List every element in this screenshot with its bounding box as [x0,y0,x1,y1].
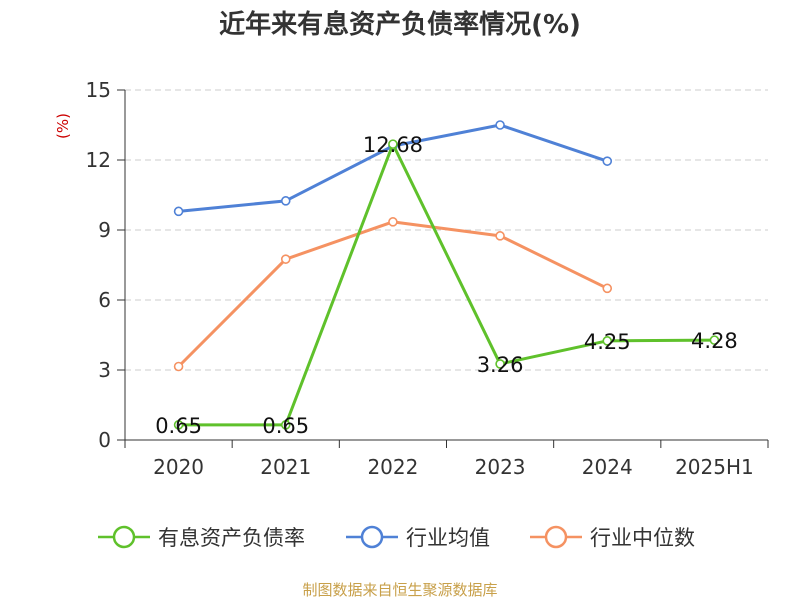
data-point[interactable] [495,359,505,369]
legend[interactable]: 有息资产负债率 行业均值 行业中位数 [98,525,695,550]
y-tick-label: 15 [86,78,111,102]
data-point[interactable] [602,156,613,166]
data-label: 0.65 [155,414,202,438]
source-note: 制图数据来自恒生聚源数据库 [302,581,497,599]
data-labels: 0.65 0.65 12.68 3.26 4.25 4.28 [155,133,738,438]
data-point[interactable] [602,283,613,294]
x-tick-label: 2023 [475,455,526,479]
y-axis-unit: (%) [54,113,72,139]
legend-label: 行业均值 [406,526,490,550]
data-point[interactable] [280,196,291,206]
data-label: 3.26 [477,353,524,377]
data-point[interactable] [709,335,720,345]
axes: 0 3 6 9 12 15 2020 2021 2022 2023 2024 2025H1 [86,78,769,479]
y-tick-label: 12 [86,148,111,172]
data-label: 12.68 [363,133,423,157]
x-tick-label: 2025H1 [675,455,754,479]
data-point[interactable] [280,420,291,430]
data-label: 0.65 [262,414,309,438]
y-tick-label: 0 [98,428,111,452]
data-point[interactable] [388,139,398,149]
x-tick-label: 2024 [582,455,633,479]
x-tick-label: 2020 [153,455,204,479]
chart-title: 近年来有息资产负债率情况(%) [219,9,581,40]
data-point[interactable] [280,254,291,264]
data-point[interactable] [495,231,505,241]
data-point[interactable] [495,120,505,130]
series-0 [173,139,720,430]
data-point[interactable] [173,206,184,217]
legend-label: 有息资产负债率 [158,526,305,550]
data-point[interactable] [173,420,184,430]
data-label: 4.25 [584,330,631,354]
x-tick-label: 2021 [260,455,311,479]
series-line [177,220,608,368]
legend-marker-icon [360,525,384,549]
legend-label: 行业中位数 [590,526,695,550]
data-point[interactable] [602,336,613,346]
data-label: 4.28 [691,329,738,353]
data-point[interactable] [173,361,184,372]
series-2 [173,217,613,372]
legend-item[interactable]: 行业中位数 [530,525,695,550]
x-tick-label: 2022 [367,455,418,479]
legend-marker-icon [544,525,568,549]
data-point[interactable] [388,217,398,227]
y-tick-label: 6 [98,288,111,312]
y-tick-label: 3 [98,358,111,382]
y-tick-label: 9 [98,218,111,242]
series-line [178,142,715,427]
legend-marker-icon [112,525,136,549]
legend-item[interactable]: 行业均值 [346,525,490,550]
series-layer [173,120,720,430]
legend-item[interactable]: 有息资产负债率 [98,525,305,550]
